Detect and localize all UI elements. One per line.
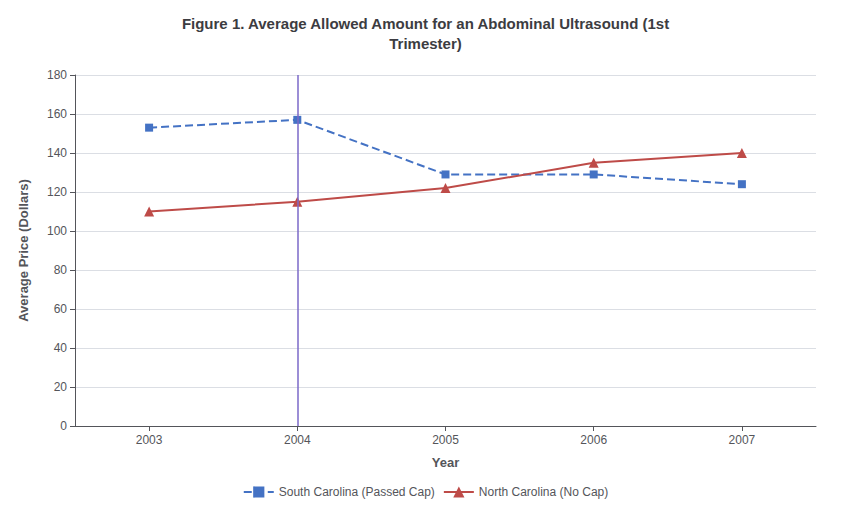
svg-text:2004: 2004 xyxy=(284,433,311,447)
svg-text:South Carolina (Passed Cap): South Carolina (Passed Cap) xyxy=(279,485,435,499)
svg-text:Trimester): Trimester) xyxy=(389,35,462,52)
svg-text:20: 20 xyxy=(54,380,68,394)
svg-text:2006: 2006 xyxy=(580,433,607,447)
svg-text:Figure 1. Average Allowed Amou: Figure 1. Average Allowed Amount for an … xyxy=(182,15,669,32)
svg-text:2005: 2005 xyxy=(432,433,459,447)
svg-text:120: 120 xyxy=(47,185,67,199)
svg-text:140: 140 xyxy=(47,146,67,160)
svg-text:Average Price (Dollars): Average Price (Dollars) xyxy=(16,179,31,322)
svg-text:160: 160 xyxy=(47,107,67,121)
svg-text:40: 40 xyxy=(54,341,68,355)
svg-text:80: 80 xyxy=(54,263,68,277)
svg-text:60: 60 xyxy=(54,302,68,316)
svg-text:0: 0 xyxy=(60,419,67,433)
svg-text:North Carolina (No Cap): North Carolina (No Cap) xyxy=(479,485,608,499)
svg-text:100: 100 xyxy=(47,224,67,238)
svg-text:2007: 2007 xyxy=(729,433,756,447)
svg-text:180: 180 xyxy=(47,68,67,82)
svg-text:Year: Year xyxy=(432,455,459,470)
svg-text:2003: 2003 xyxy=(136,433,163,447)
